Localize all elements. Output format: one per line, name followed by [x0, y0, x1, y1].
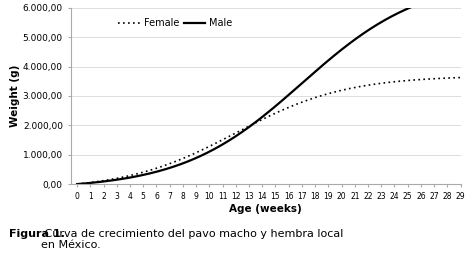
Female — [389, 80, 394, 84]
Text: Curva de crecimiento del pavo macho y hembra local
en México.: Curva de crecimiento del pavo macho y he… — [41, 229, 344, 250]
Female — [458, 76, 463, 79]
Male — [303, 79, 308, 82]
Female — [257, 119, 262, 123]
Male — [389, 15, 394, 18]
Male — [257, 118, 262, 121]
Male — [259, 116, 265, 119]
Y-axis label: Weight (g): Weight (g) — [10, 65, 20, 127]
Female — [448, 76, 454, 79]
Line: Male: Male — [77, 0, 461, 184]
Line: Female: Female — [77, 78, 461, 184]
Female — [303, 99, 308, 103]
Text: Figura 1.: Figura 1. — [9, 229, 65, 239]
Male — [282, 97, 288, 100]
Female — [74, 183, 80, 186]
Female — [282, 108, 288, 111]
Female — [259, 118, 265, 121]
Male — [74, 183, 80, 186]
Legend: Female, Male: Female, Male — [114, 14, 236, 32]
X-axis label: Age (weeks): Age (weeks) — [229, 204, 302, 214]
